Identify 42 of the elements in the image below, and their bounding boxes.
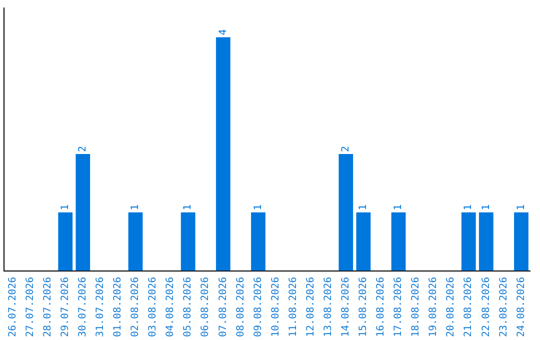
x-tick-label: 05.08.2026 — [182, 276, 194, 338]
x-tick-label: 18.08.2026 — [410, 276, 422, 338]
x-tick-label: 02.08.2026 — [130, 276, 142, 338]
x-tick-label: 30.07.2026 — [77, 276, 88, 338]
x-tick-label: 06.08.2026 — [200, 276, 212, 338]
x-tick-label: 14.08.2026 — [340, 276, 352, 338]
x-tick-label: 01.08.2026 — [112, 276, 124, 338]
data-label: 1 — [358, 204, 370, 210]
data-label: 1 — [182, 204, 194, 210]
x-tick-label: 12.08.2026 — [305, 276, 316, 338]
x-tick-label: 19.08.2026 — [428, 276, 440, 338]
data-label: 1 — [463, 204, 474, 210]
data-label: 1 — [252, 204, 264, 210]
data-label: 1 — [516, 204, 527, 210]
x-tick-label: 03.08.2026 — [148, 276, 159, 338]
x-tick-label: 24.08.2026 — [516, 276, 527, 338]
x-tick-label: 29.07.2026 — [60, 276, 71, 338]
data-label: 4 — [218, 29, 229, 36]
x-tick-label: 22.08.2026 — [480, 276, 492, 338]
x-tick-label: 23.08.2026 — [498, 276, 510, 338]
x-tick-label: 16.08.2026 — [376, 276, 387, 338]
x-tick-label: 07.08.2026 — [218, 276, 229, 338]
x-tick-label: 04.08.2026 — [165, 276, 176, 338]
x-tick-label: 11.08.2026 — [288, 276, 299, 338]
x-tick-label: 17.08.2026 — [393, 276, 404, 338]
x-tick-label: 15.08.2026 — [358, 276, 370, 338]
x-tick-label: 31.07.2026 — [95, 276, 106, 338]
x-tick-label: 20.08.2026 — [446, 276, 457, 338]
x-tick-label: 21.08.2026 — [463, 276, 474, 338]
x-tick-label: 10.08.2026 — [270, 276, 282, 338]
x-tick-label: 28.07.2026 — [42, 276, 54, 338]
x-tick-label: 27.07.2026 — [24, 276, 36, 338]
x-tick-label: 13.08.2026 — [322, 276, 334, 338]
data-label: 1 — [130, 204, 142, 210]
x-tick-label: 08.08.2026 — [235, 276, 246, 338]
data-label: 1 — [60, 204, 71, 210]
x-tick-label: 09.08.2026 — [252, 276, 264, 338]
x-tick-label: 26.07.2026 — [7, 276, 18, 338]
data-label: 1 — [393, 204, 404, 210]
data-label: 1 — [480, 204, 492, 210]
data-label: 2 — [77, 146, 88, 152]
data-label: 2 — [340, 146, 352, 152]
